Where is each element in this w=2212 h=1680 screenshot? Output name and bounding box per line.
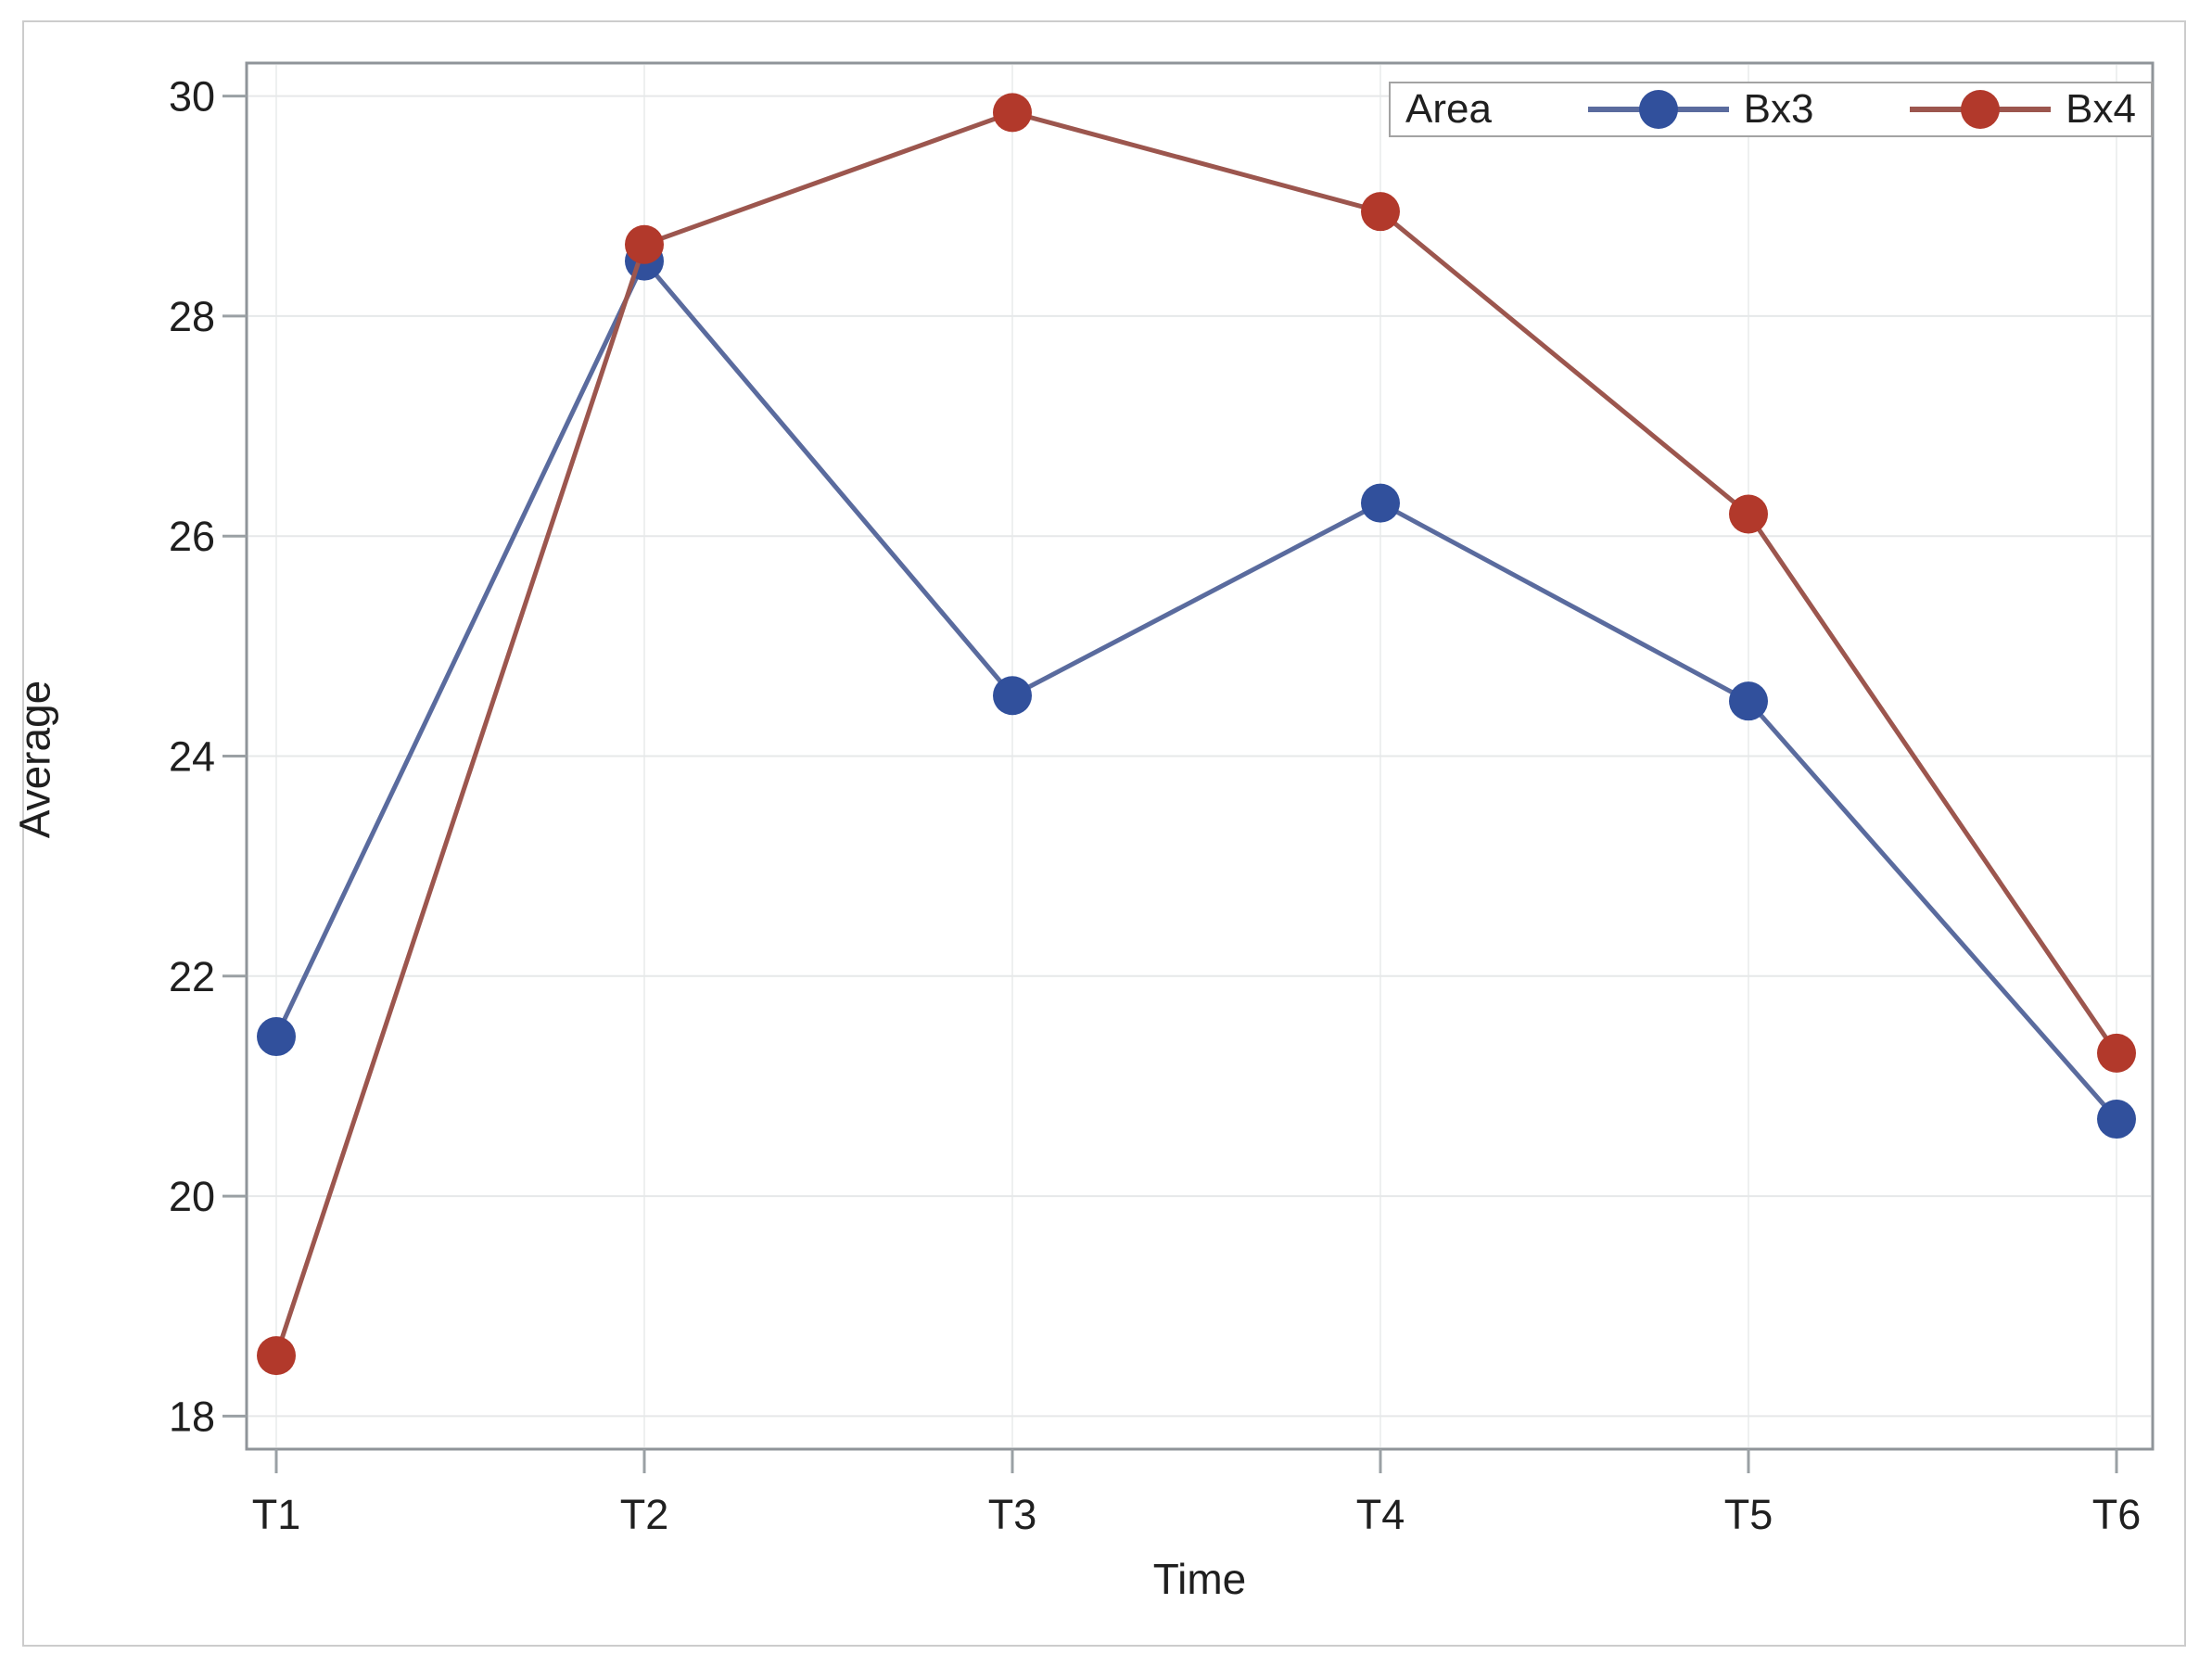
- data-point-bx3-t5: [1729, 681, 1768, 721]
- figure-border-frame: [22, 20, 2186, 1647]
- y-tick-label-30: 30: [169, 73, 215, 121]
- x-tick-label-t5: T5: [1724, 1491, 1773, 1538]
- legend-marker-icon: [1638, 90, 1678, 129]
- legend-label-bx4: Bx4: [2066, 86, 2136, 132]
- data-point-bx4-t5: [1729, 494, 1768, 534]
- data-point-bx3-t3: [993, 676, 1032, 716]
- series-line-bx3: [273, 259, 2118, 1121]
- legend-item-bx3: Bx3: [1587, 86, 1814, 133]
- legend-swatch-bx3: [1587, 90, 1729, 129]
- data-point-bx4-t1: [257, 1336, 296, 1376]
- legend-item-bx4: Bx4: [1910, 86, 2136, 133]
- y-tick-label-24: 24: [169, 733, 215, 781]
- y-tick-label-20: 20: [169, 1173, 215, 1220]
- x-tick-label-t4: T4: [1356, 1491, 1405, 1538]
- x-axis-title: Time: [1152, 1555, 1247, 1603]
- x-tick-label-t3: T3: [988, 1491, 1037, 1538]
- data-point-bx3-t4: [1361, 483, 1400, 523]
- legend: Area Bx3 Bx4: [1389, 82, 2153, 137]
- legend-marker-icon: [1961, 90, 2001, 129]
- data-point-bx4-t2: [625, 224, 664, 264]
- legend-label-bx3: Bx3: [1743, 86, 1814, 132]
- y-tick-label-26: 26: [169, 513, 215, 560]
- data-point-bx3-t6: [2097, 1100, 2136, 1139]
- data-point-bx4-t6: [2097, 1033, 2136, 1073]
- y-axis-title: Average: [10, 680, 59, 839]
- data-point-bx3-t1: [257, 1017, 296, 1057]
- series-line-bx4: [273, 109, 2119, 1356]
- x-tick-label-t6: T6: [2092, 1491, 2142, 1538]
- legend-title: Area: [1405, 86, 1492, 132]
- data-point-bx4-t4: [1361, 192, 1400, 232]
- y-tick-label-18: 18: [169, 1393, 215, 1440]
- x-tick-label-t1: T1: [252, 1491, 301, 1538]
- x-tick-label-t2: T2: [620, 1491, 669, 1538]
- y-tick-label-22: 22: [169, 953, 215, 1000]
- y-tick-label-28: 28: [169, 293, 215, 340]
- data-point-bx4-t3: [993, 93, 1032, 133]
- legend-swatch-bx4: [1910, 90, 2052, 129]
